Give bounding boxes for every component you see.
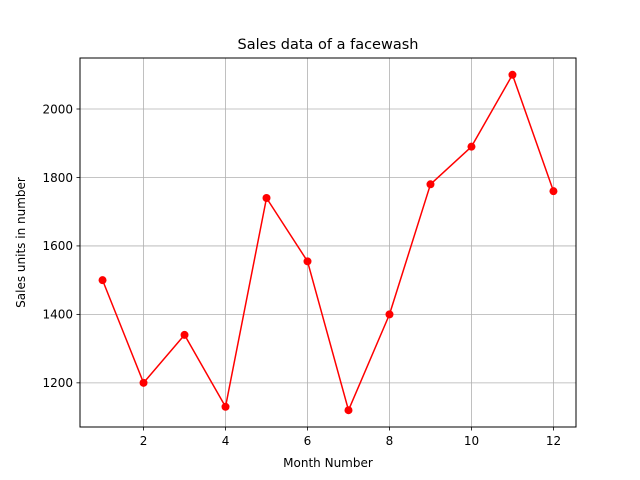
data-point: [139, 378, 148, 387]
y-tick-label: 1400: [42, 308, 73, 322]
y-tick-label: 1600: [42, 239, 73, 253]
x-tick-label: 10: [464, 434, 479, 448]
data-point: [303, 257, 312, 266]
y-axis-label: Sales units in number: [14, 177, 28, 308]
data-point: [180, 330, 189, 339]
chart-title: Sales data of a facewash: [238, 37, 419, 53]
series-layer: [98, 70, 558, 415]
data-point: [467, 142, 476, 151]
data-point: [385, 310, 394, 319]
data-point: [508, 70, 517, 79]
y-tick-label: 2000: [42, 102, 73, 116]
x-tick-label: 8: [386, 434, 394, 448]
x-tick-label: 6: [304, 434, 312, 448]
x-tick-label: 12: [546, 434, 561, 448]
data-point: [344, 406, 353, 415]
data-point: [549, 187, 558, 196]
y-axis-ticks: 1200 1400 1600 1800 2000: [42, 102, 80, 390]
x-tick-label: 4: [222, 434, 230, 448]
x-axis-label: Month Number: [283, 456, 373, 470]
data-point: [262, 194, 271, 203]
data-point: [426, 180, 435, 189]
data-point: [221, 402, 230, 411]
x-axis-ticks: 2 4 6 8 10 12: [140, 427, 561, 448]
y-tick-label: 1800: [42, 171, 73, 185]
grid: [80, 58, 576, 427]
x-tick-label: 2: [140, 434, 148, 448]
series-line: [101, 74, 555, 411]
data-point: [98, 276, 107, 285]
y-tick-label: 1200: [42, 376, 73, 390]
plot-frame: [79, 57, 577, 428]
